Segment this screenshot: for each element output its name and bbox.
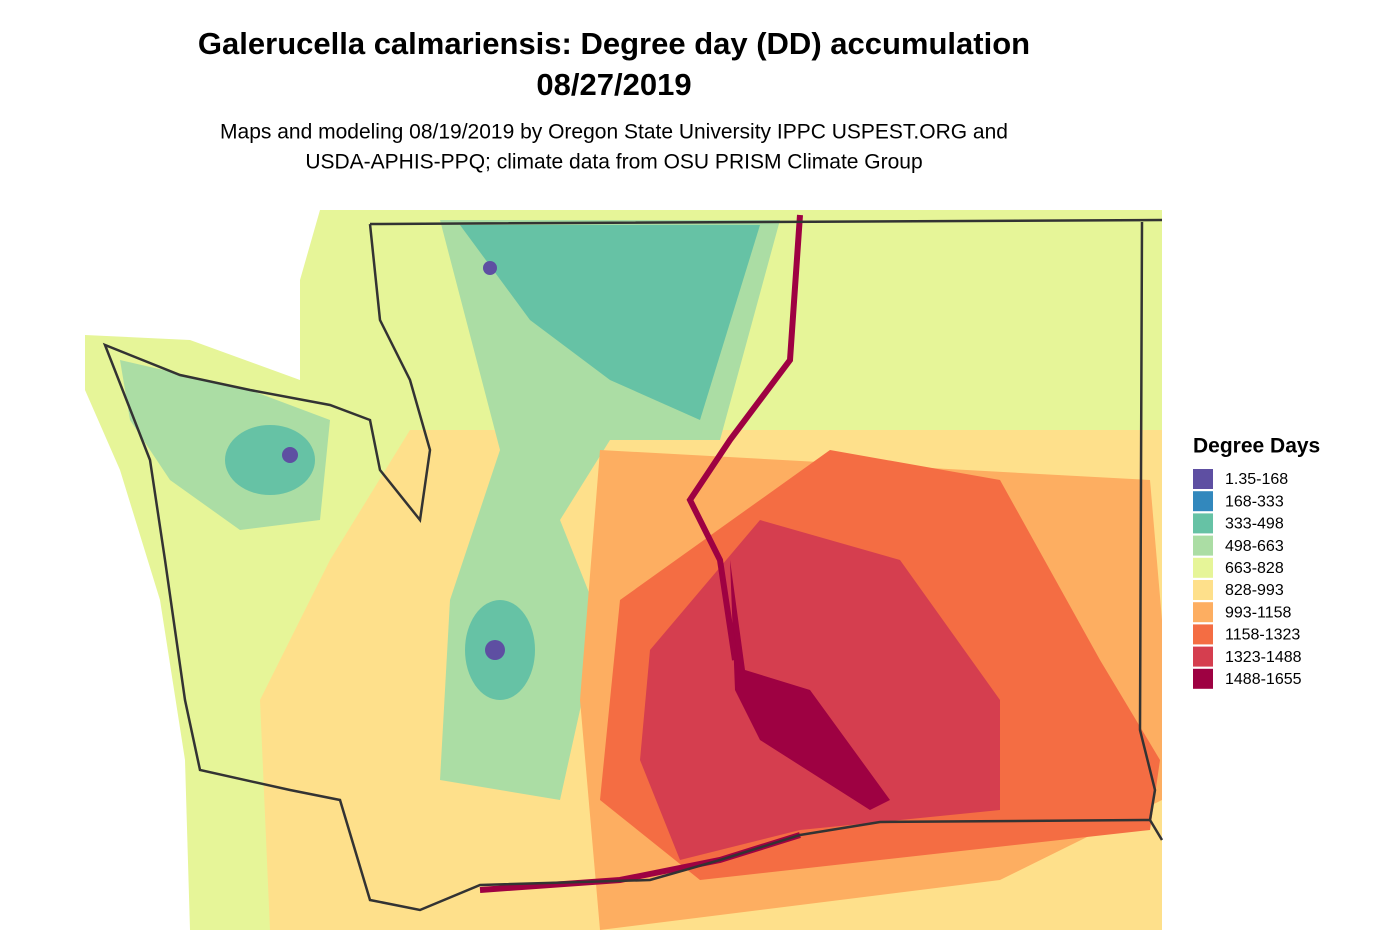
map-region — [730, 560, 890, 810]
legend-swatch — [1193, 469, 1213, 489]
legend-label: 828-993 — [1225, 582, 1284, 599]
map-region — [483, 261, 497, 275]
legend-label: 333-498 — [1225, 516, 1284, 533]
title: 08/27/2019 — [536, 67, 691, 102]
legend-label: 1488-1655 — [1225, 671, 1302, 688]
map-region — [282, 447, 298, 463]
subtitle: USDA-APHIS-PPQ; climate data from OSU PR… — [305, 151, 922, 174]
title: Galerucella calmariensis: Degree day (DD… — [198, 26, 1030, 61]
legend-swatch — [1193, 557, 1213, 578]
legend-swatch — [1193, 535, 1213, 556]
legend-label: 1323-1488 — [1225, 649, 1302, 666]
map-region — [640, 520, 1000, 860]
legend-swatch — [1193, 602, 1213, 623]
legend-swatch — [1193, 491, 1213, 512]
legend-label: 663-828 — [1225, 560, 1284, 577]
map-region — [225, 425, 315, 495]
legend-swatch — [1193, 646, 1213, 667]
legend-swatch — [1193, 580, 1213, 600]
legend-swatch — [1193, 624, 1213, 645]
map — [85, 210, 1164, 930]
map-region — [460, 225, 760, 420]
legend-label: 498-663 — [1225, 538, 1284, 555]
legend: Degree Days 1.35-168 168-333 333-498 498-66… — [1193, 435, 1320, 689]
legend-label: 168-333 — [1225, 493, 1284, 510]
legend-label: 1158-1323 — [1225, 627, 1300, 644]
map-region — [485, 640, 505, 660]
legend-title: Degree Days — [1193, 435, 1320, 458]
legend-label: 993-1158 — [1225, 604, 1292, 621]
legend-swatch — [1193, 668, 1213, 689]
legend-swatch — [1193, 513, 1213, 534]
state-outline — [102, 218, 1164, 912]
legend-label: 1.35-168 — [1225, 471, 1288, 488]
subtitle: Maps and modeling 08/19/2019 by Oregon S… — [220, 121, 1008, 144]
